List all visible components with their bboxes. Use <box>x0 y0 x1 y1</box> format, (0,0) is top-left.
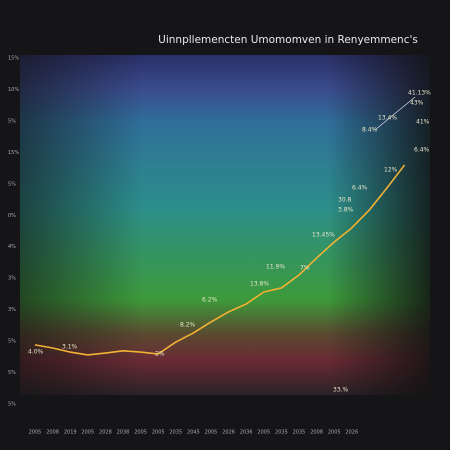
plot-fade <box>20 55 430 395</box>
x-tick-label: 2005 <box>152 430 165 436</box>
y-tick-label: 5% <box>8 402 16 408</box>
x-tick-label: 2036 <box>240 430 253 436</box>
x-tick-label: 2008 <box>46 430 59 436</box>
y-tick-label: 15% <box>8 56 19 62</box>
annotation: 30.8 <box>338 197 352 204</box>
annotation: 12% <box>384 167 398 174</box>
x-tick-label: 2005 <box>257 430 270 436</box>
annotation: 11.9% <box>266 264 285 271</box>
annotation: 8.4% <box>362 127 378 134</box>
chart-title: Uinnpllemencten Umomomven in Renyemmenc'… <box>158 34 418 46</box>
x-tick-label: 2028 <box>99 430 112 436</box>
annotation: 13.8% <box>250 281 269 288</box>
annotation: 41.13% <box>408 90 431 97</box>
annotation: 13.4% <box>378 115 397 122</box>
y-tick-label: 5% <box>8 118 16 124</box>
annotation: 8.2% <box>180 322 196 329</box>
x-tick-label: 2026 <box>345 430 358 436</box>
x-tick-label: 2005 <box>134 430 147 436</box>
x-tick-label: 2005 <box>328 430 341 436</box>
y-tick-label: 5% <box>8 181 16 187</box>
x-tick-label: 2019 <box>64 430 77 436</box>
annotation-arrow <box>374 96 416 131</box>
annotation: 6.4% <box>352 185 368 192</box>
annotation: 3.1% <box>62 344 78 351</box>
annotation: 3.8% <box>338 207 354 214</box>
y-tick-label: 5% <box>8 370 16 376</box>
x-tick-label: 2005 <box>81 430 94 436</box>
annotation: 13.45% <box>312 232 335 239</box>
x-tick-label: 2035 <box>293 430 306 436</box>
y-tick-label: 15% <box>8 150 19 156</box>
annotation: 43% <box>410 100 424 107</box>
annotation: 6.2% <box>202 297 218 304</box>
x-tick-label: 2008 <box>310 430 323 436</box>
annotation: 41% <box>416 119 430 126</box>
x-tick-label: 2005 <box>29 430 42 436</box>
annotation: 4.0% <box>28 349 44 356</box>
x-tick-label: 2035 <box>275 430 288 436</box>
y-tick-label: 5% <box>8 339 16 345</box>
annotation: 6.4% <box>414 147 430 154</box>
x-tick-label: 2038 <box>117 430 130 436</box>
y-tick-label: 3% <box>8 307 16 313</box>
x-tick-label: 2035 <box>169 430 182 436</box>
annotation: 7% <box>300 265 310 272</box>
x-tick-label: 2005 <box>205 430 218 436</box>
y-tick-label: 10% <box>8 87 19 93</box>
y-tick-label: 0% <box>8 213 16 219</box>
y-tick-label: 4% <box>8 244 16 250</box>
x-tick-label: 2045 <box>187 430 200 436</box>
x-tick-label: 2026 <box>222 430 235 436</box>
data-line <box>34 164 406 356</box>
annotation: 2% <box>155 351 165 358</box>
annotation: 33.% <box>333 387 349 394</box>
y-tick-label: 3% <box>8 276 16 282</box>
